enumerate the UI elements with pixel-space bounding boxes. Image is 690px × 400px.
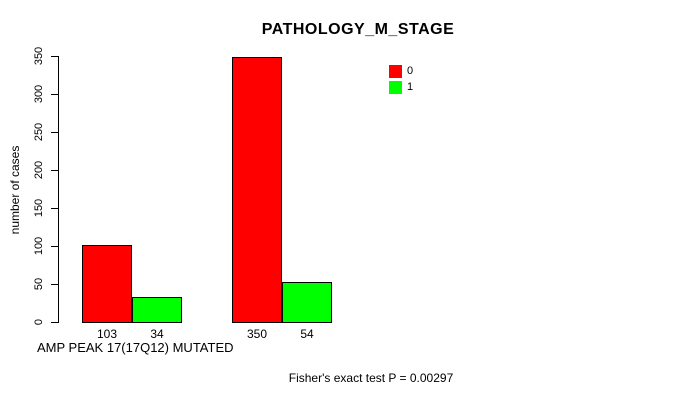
y-tick-mark xyxy=(51,284,59,285)
y-tick-label: 150 xyxy=(33,198,45,218)
chart-title: PATHOLOGY_M_STAGE xyxy=(261,21,455,38)
bar-1-group2 xyxy=(282,282,332,323)
y-tick-mark xyxy=(51,132,59,133)
y-tick-label: 200 xyxy=(33,160,45,180)
y-tick-mark xyxy=(51,94,59,95)
bar-0-group2 xyxy=(232,57,282,323)
y-tick-label: 250 xyxy=(33,122,45,142)
y-tick-label: 300 xyxy=(33,84,45,104)
y-axis-title: number of cases xyxy=(8,145,22,235)
legend-label: 1 xyxy=(407,81,414,93)
legend-label: 0 xyxy=(407,65,414,77)
bar-0-group1 xyxy=(82,245,132,323)
bar-value-label: 54 xyxy=(300,327,314,341)
y-tick-label: 0 xyxy=(33,318,45,326)
legend-row: 0 xyxy=(389,65,413,78)
y-tick-label: 50 xyxy=(33,277,45,291)
legend-swatch xyxy=(389,81,402,94)
x-axis-title: AMP PEAK 17(17Q12) MUTATED xyxy=(37,340,234,355)
bar-1-group1 xyxy=(132,297,182,323)
y-tick-mark xyxy=(51,56,59,57)
y-tick-label: 350 xyxy=(33,46,45,66)
legend-row: 1 xyxy=(389,81,413,94)
y-tick-mark xyxy=(51,170,59,171)
legend-swatch xyxy=(389,65,402,78)
bar-value-label: 103 xyxy=(96,327,118,341)
y-tick-label: 100 xyxy=(33,236,45,256)
fisher-test-annotation: Fisher's exact test P = 0.00297 xyxy=(288,371,454,385)
y-axis-line xyxy=(58,57,59,323)
y-tick-mark xyxy=(51,208,59,209)
bar-value-label: 350 xyxy=(246,327,268,341)
y-tick-mark xyxy=(51,322,59,323)
y-tick-mark xyxy=(51,246,59,247)
bar-value-label: 34 xyxy=(150,327,164,341)
